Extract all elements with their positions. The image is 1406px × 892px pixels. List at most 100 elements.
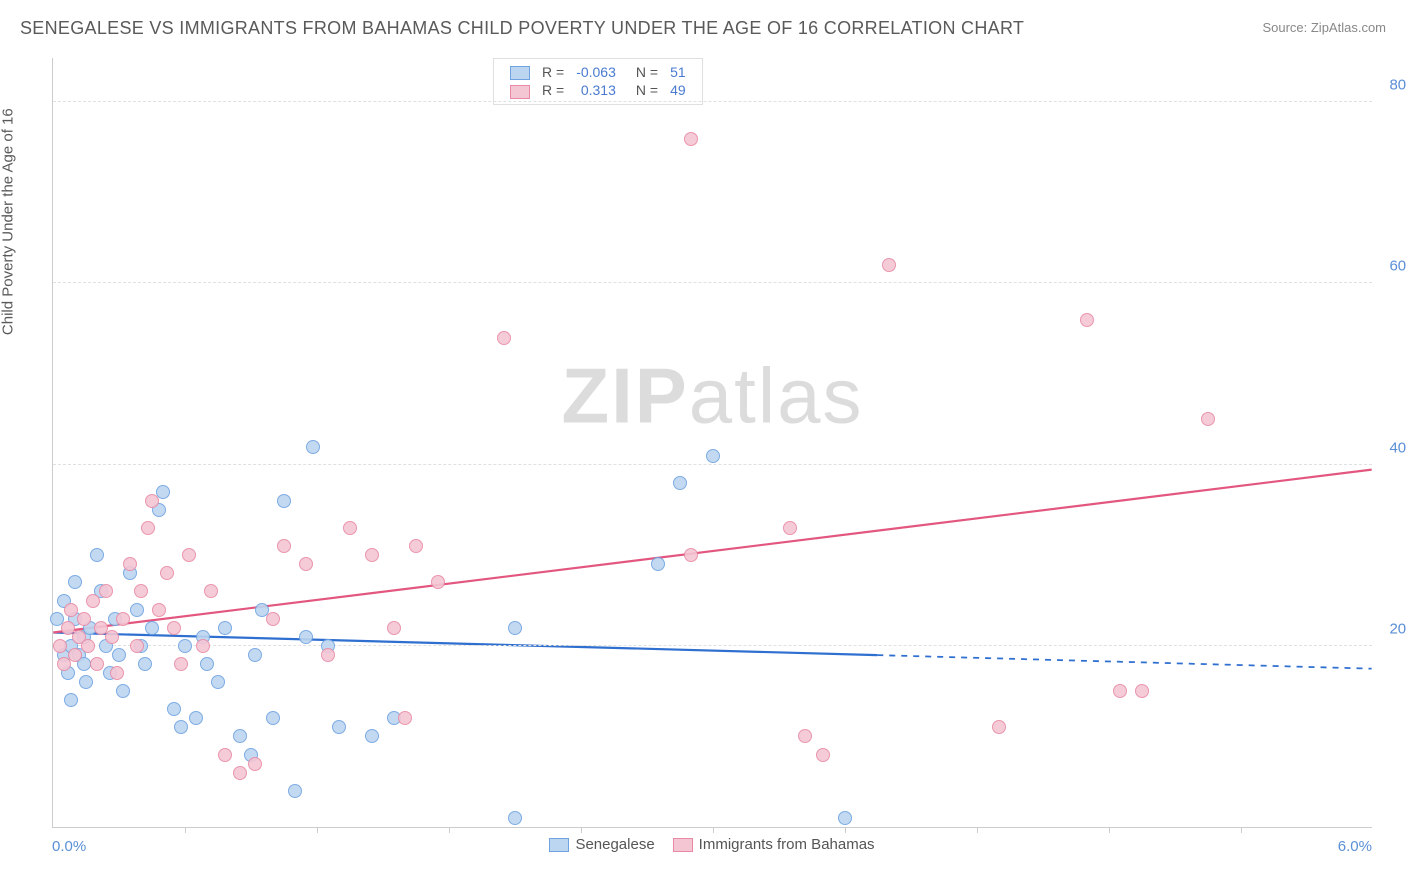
data-point [365, 548, 379, 562]
legend-row: R =0.313N =49 [504, 81, 692, 99]
watermark: ZIPatlas [561, 351, 863, 442]
data-point [105, 630, 119, 644]
data-point [123, 557, 137, 571]
data-point [116, 684, 130, 698]
x-tick [977, 827, 978, 833]
x-tick [185, 827, 186, 833]
trend-lines [53, 58, 1372, 827]
legend-row: R =-0.063N =51 [504, 63, 692, 81]
y-tick-label: 60.0% [1377, 258, 1406, 275]
data-point [116, 612, 130, 626]
data-point [141, 521, 155, 535]
data-point [64, 693, 78, 707]
data-point [288, 784, 302, 798]
data-point [651, 557, 665, 571]
data-point [86, 594, 100, 608]
scatter-chart: ZIPatlas R =-0.063N =51R =0.313N =49 20.… [52, 58, 1372, 828]
data-point [816, 748, 830, 762]
x-tick [581, 827, 582, 833]
data-point [64, 603, 78, 617]
data-point [1135, 684, 1149, 698]
data-point [299, 557, 313, 571]
y-tick-label: 80.0% [1377, 77, 1406, 94]
data-point [200, 657, 214, 671]
x-tick [1241, 827, 1242, 833]
data-point [248, 757, 262, 771]
data-point [277, 539, 291, 553]
data-point [673, 476, 687, 490]
data-point [130, 639, 144, 653]
legend-label: Senegalese [575, 836, 654, 853]
data-point [77, 612, 91, 626]
data-point [218, 621, 232, 635]
data-point [398, 711, 412, 725]
data-point [68, 648, 82, 662]
legend-label: Immigrants from Bahamas [699, 836, 875, 853]
data-point [174, 657, 188, 671]
data-point [277, 494, 291, 508]
data-point [189, 711, 203, 725]
data-point [1113, 684, 1127, 698]
series-legend: Senegalese Immigrants from Bahamas [0, 836, 1406, 853]
chart-title: SENEGALESE VS IMMIGRANTS FROM BAHAMAS CH… [20, 18, 1024, 39]
data-point [798, 729, 812, 743]
data-point [684, 548, 698, 562]
data-point [167, 702, 181, 716]
data-point [90, 548, 104, 562]
x-tick [317, 827, 318, 833]
data-point [299, 630, 313, 644]
data-point [204, 584, 218, 598]
x-tick [1109, 827, 1110, 833]
data-point [431, 575, 445, 589]
data-point [306, 440, 320, 454]
data-point [343, 521, 357, 535]
data-point [387, 621, 401, 635]
data-point [706, 449, 720, 463]
data-point [838, 811, 852, 825]
data-point [145, 494, 159, 508]
y-axis-title: Child Poverty Under the Age of 16 [0, 108, 17, 335]
data-point [178, 639, 192, 653]
data-point [783, 521, 797, 535]
data-point [138, 657, 152, 671]
data-point [266, 612, 280, 626]
data-point [134, 584, 148, 598]
y-tick-label: 40.0% [1377, 439, 1406, 456]
x-tick [449, 827, 450, 833]
gridline [53, 464, 1372, 465]
data-point [497, 331, 511, 345]
gridline [53, 645, 1372, 646]
data-point [508, 811, 522, 825]
source-attribution: Source: ZipAtlas.com [1262, 20, 1386, 35]
stats-legend: R =-0.063N =51R =0.313N =49 [493, 58, 703, 105]
data-point [332, 720, 346, 734]
data-point [90, 657, 104, 671]
data-point [684, 132, 698, 146]
data-point [211, 675, 225, 689]
data-point [233, 766, 247, 780]
data-point [145, 621, 159, 635]
data-point [130, 603, 144, 617]
legend-swatch [549, 838, 569, 852]
data-point [266, 711, 280, 725]
data-point [233, 729, 247, 743]
data-point [160, 566, 174, 580]
data-point [81, 639, 95, 653]
data-point [1080, 313, 1094, 327]
data-point [409, 539, 423, 553]
y-tick-label: 20.0% [1377, 620, 1406, 637]
data-point [174, 720, 188, 734]
data-point [79, 675, 93, 689]
data-point [321, 648, 335, 662]
x-tick [845, 827, 846, 833]
legend-swatch [673, 838, 693, 852]
data-point [152, 603, 166, 617]
data-point [167, 621, 181, 635]
data-point [218, 748, 232, 762]
data-point [508, 621, 522, 635]
data-point [365, 729, 379, 743]
data-point [1201, 412, 1215, 426]
data-point [882, 258, 896, 272]
data-point [248, 648, 262, 662]
data-point [110, 666, 124, 680]
